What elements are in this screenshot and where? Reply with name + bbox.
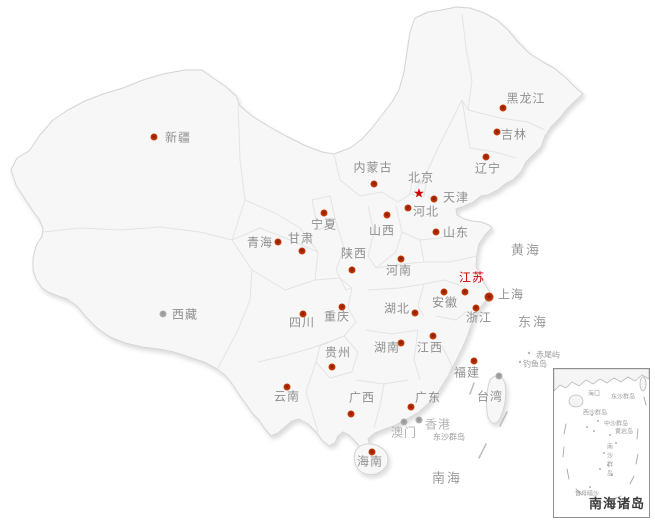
inset-label-xisha-qundao: 西沙群岛 bbox=[582, 410, 608, 417]
province-marker-jiangsu[interactable] bbox=[461, 288, 469, 296]
mainland-outline bbox=[10, 6, 584, 453]
province-label-hebei[interactable]: 河北 bbox=[412, 204, 440, 219]
province-marker-tianjin[interactable] bbox=[430, 195, 438, 203]
province-marker-chongqing[interactable] bbox=[338, 303, 346, 311]
diaoyu-islets bbox=[518, 351, 531, 364]
province-label-anhui[interactable]: 安徽 bbox=[431, 295, 459, 310]
inset-coastline bbox=[554, 369, 649, 392]
province-label-jilin[interactable]: 吉林 bbox=[500, 127, 528, 142]
province-label-henan[interactable]: 河南 bbox=[385, 263, 413, 278]
province-marker-yunnan[interactable] bbox=[283, 383, 291, 391]
province-label-shandong[interactable]: 山东 bbox=[442, 225, 470, 240]
province-marker-heilongjiang[interactable] bbox=[499, 104, 507, 112]
inset-island-specks bbox=[586, 414, 617, 488]
island-label-diaoyudao: 钓鱼岛 bbox=[523, 359, 547, 369]
province-marker-aomen[interactable] bbox=[400, 418, 408, 426]
province-marker-shaanxi[interactable] bbox=[348, 266, 356, 274]
province-marker-shanghai[interactable] bbox=[484, 292, 494, 302]
province-marker-xizang[interactable] bbox=[159, 310, 167, 318]
province-label-xinjiang[interactable]: 新疆 bbox=[164, 130, 192, 145]
province-marker-zhejiang[interactable] bbox=[472, 304, 480, 312]
inset-label-nansha-qundao: 南沙群岛 bbox=[605, 443, 612, 479]
province-label-yunnan[interactable]: 云南 bbox=[273, 389, 301, 404]
province-label-hainan[interactable]: 海南 bbox=[356, 454, 384, 469]
province-marker-guangxi[interactable] bbox=[347, 410, 355, 418]
province-marker-fujian[interactable] bbox=[470, 357, 478, 365]
south-china-sea-inset: 海口 东沙群岛西沙群岛中沙群岛 黄岩岛 南沙群岛曾母暗沙 南海诸岛 bbox=[553, 368, 650, 518]
beijing-star-marker[interactable]: ★ bbox=[413, 185, 425, 201]
inset-label-zhongsha-qundao: 中沙群岛 bbox=[603, 421, 629, 428]
sea-label-south-china-sea: 南海 bbox=[431, 470, 463, 486]
province-label-xianggang[interactable]: 香港 bbox=[424, 417, 452, 432]
taiwan-island bbox=[486, 375, 507, 424]
province-borders bbox=[42, 13, 546, 433]
province-marker-jilin[interactable] bbox=[493, 128, 501, 136]
province-label-jiangsu[interactable]: 江苏 bbox=[458, 270, 486, 285]
province-marker-neimenggu[interactable] bbox=[370, 180, 378, 188]
inset-title: 南海诸岛 bbox=[588, 496, 645, 511]
province-label-shanghai[interactable]: 上海 bbox=[497, 287, 525, 302]
province-marker-shandong[interactable] bbox=[432, 228, 440, 236]
sea-label-east-china-sea: 东海 bbox=[517, 314, 549, 330]
province-label-zhejiang[interactable]: 浙江 bbox=[465, 310, 493, 325]
province-label-tianjin[interactable]: 天津 bbox=[442, 190, 470, 205]
province-label-beijing[interactable]: 北京 bbox=[407, 170, 435, 185]
province-label-guangxi[interactable]: 广西 bbox=[348, 390, 376, 405]
inset-label-zengmuansha: 曾母暗沙 bbox=[574, 491, 600, 498]
province-marker-hubei[interactable] bbox=[411, 309, 419, 317]
province-marker-taiwan[interactable] bbox=[495, 372, 503, 380]
sea-label-yellow-sea: 黄海 bbox=[510, 242, 542, 258]
province-label-neimenggu[interactable]: 内蒙古 bbox=[353, 160, 393, 175]
province-label-heilongjiang[interactable]: 黑龙江 bbox=[506, 91, 546, 106]
island-label-chiweiyu: 赤尾屿 bbox=[536, 350, 560, 360]
inset-map-svg bbox=[554, 369, 649, 504]
province-label-guangdong[interactable]: 广东 bbox=[414, 390, 442, 405]
hainan-island bbox=[353, 443, 389, 476]
nine-dash-line bbox=[469, 382, 508, 459]
province-marker-hunan[interactable] bbox=[397, 339, 405, 347]
province-label-guizhou[interactable]: 贵州 bbox=[324, 345, 352, 360]
province-label-shaanxi[interactable]: 陕西 bbox=[340, 246, 368, 261]
inset-label-huangyandao: 黄岩岛 bbox=[614, 429, 634, 436]
province-label-aomen[interactable]: 澳门 bbox=[390, 425, 418, 440]
province-label-fujian[interactable]: 福建 bbox=[453, 365, 481, 380]
province-label-chongqing[interactable]: 重庆 bbox=[323, 309, 351, 324]
province-marker-ningxia[interactable] bbox=[320, 209, 328, 217]
province-label-xizang[interactable]: 西藏 bbox=[171, 307, 199, 322]
province-label-sichuan[interactable]: 四川 bbox=[288, 315, 316, 330]
province-marker-guangdong[interactable] bbox=[407, 403, 415, 411]
province-marker-liaoning[interactable] bbox=[482, 153, 490, 161]
province-marker-guizhou[interactable] bbox=[328, 363, 336, 371]
province-marker-sichuan[interactable] bbox=[299, 310, 307, 318]
province-marker-henan[interactable] bbox=[397, 255, 405, 263]
province-marker-shanxi[interactable] bbox=[383, 211, 391, 219]
province-label-jiangxi[interactable]: 江西 bbox=[416, 340, 444, 355]
inset-label-haikou: 海口 bbox=[587, 391, 601, 398]
province-marker-hainan[interactable] bbox=[368, 448, 376, 456]
province-marker-xinjiang[interactable] bbox=[150, 133, 158, 141]
province-label-qinghai[interactable]: 青海 bbox=[246, 235, 274, 250]
province-label-hubei[interactable]: 湖北 bbox=[383, 301, 411, 316]
island-label-dongsha-qundao-main: 东沙群岛 bbox=[433, 432, 465, 442]
inset-dash-line bbox=[562, 396, 647, 504]
inset-label-dongsha-qundao: 东沙群岛 bbox=[610, 394, 636, 401]
province-marker-anhui[interactable] bbox=[440, 288, 448, 296]
province-marker-jiangxi[interactable] bbox=[429, 332, 437, 340]
province-label-ningxia[interactable]: 宁夏 bbox=[310, 217, 338, 232]
province-label-gansu[interactable]: 甘肃 bbox=[287, 231, 315, 246]
province-marker-hebei[interactable] bbox=[404, 204, 412, 212]
province-marker-qinghai[interactable] bbox=[274, 238, 282, 246]
province-label-shanxi[interactable]: 山西 bbox=[368, 223, 396, 238]
inset-hainan bbox=[568, 394, 584, 408]
province-label-liaoning[interactable]: 辽宁 bbox=[474, 161, 502, 176]
province-marker-gansu[interactable] bbox=[298, 247, 306, 255]
province-marker-xianggang[interactable] bbox=[415, 416, 423, 424]
province-label-hunan[interactable]: 湖南 bbox=[373, 340, 401, 355]
province-label-taiwan[interactable]: 台湾 bbox=[476, 389, 504, 404]
inset-taiwan bbox=[639, 376, 647, 392]
